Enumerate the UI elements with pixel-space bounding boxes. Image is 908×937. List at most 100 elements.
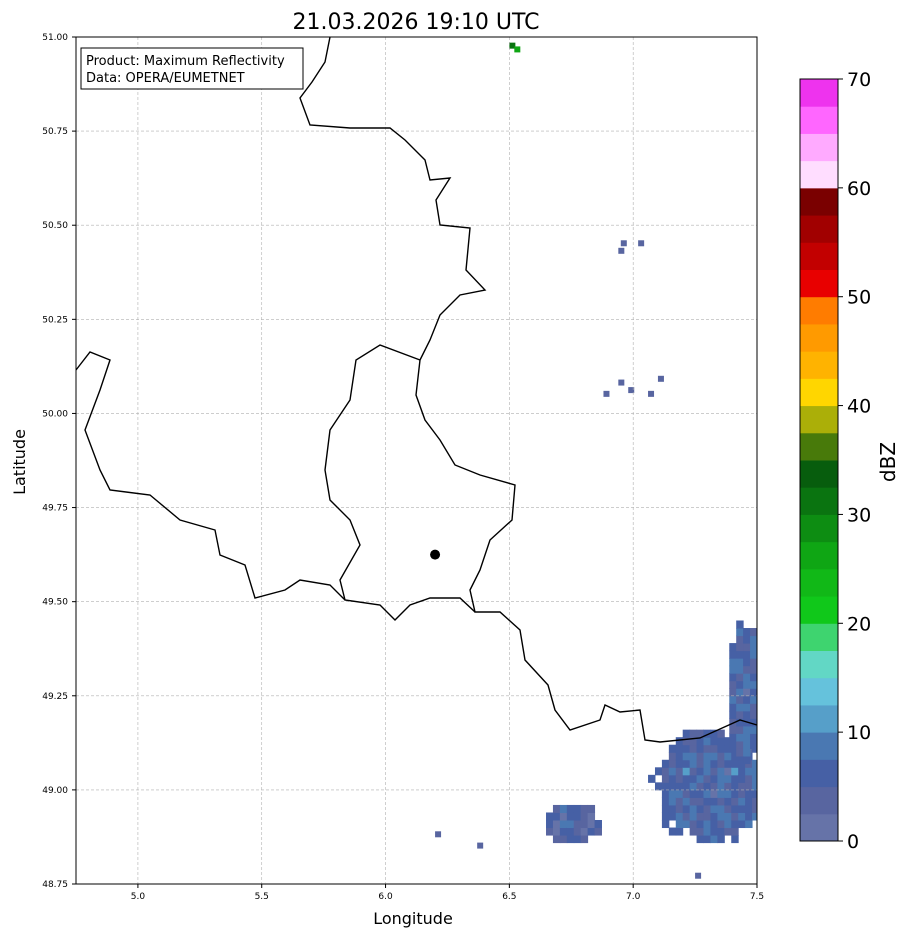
- echo-cell: [566, 812, 575, 821]
- echo-cell: [573, 835, 582, 844]
- echo-cell: [752, 759, 758, 768]
- echo-cell: [675, 804, 684, 813]
- echo-cell: [573, 812, 582, 821]
- echo-cell: [703, 767, 711, 776]
- echo-cell: [745, 789, 753, 798]
- echo-cell: [675, 752, 684, 761]
- echo-cell: [661, 767, 670, 776]
- echo-cell: [729, 695, 737, 704]
- echo-cell: [580, 827, 589, 836]
- echo-cell: [546, 820, 554, 829]
- echo-cell: [675, 782, 684, 791]
- echo-cell: [717, 744, 725, 753]
- colorbar-tick-label: 30: [847, 504, 871, 526]
- echo-cell: [729, 688, 737, 697]
- colorbar-tick-label: 60: [847, 178, 871, 200]
- echo-cell: [729, 718, 737, 727]
- echo-cell: [729, 665, 737, 674]
- echo-cell: [717, 804, 725, 813]
- echo-cell: [736, 688, 744, 697]
- colorbar-bin: [800, 242, 838, 270]
- echo-cell: [559, 820, 568, 829]
- echo-cell: [696, 804, 705, 813]
- x-axis-label: Longitude: [373, 909, 453, 928]
- echo-cell: [717, 797, 725, 806]
- colorbar-tick-label: 70: [847, 69, 871, 91]
- colorbar-bin: [800, 677, 838, 706]
- echo-cell: [750, 718, 758, 727]
- echo-cell: [731, 812, 739, 821]
- echo-cell: [661, 789, 670, 798]
- echo-cell: [695, 872, 702, 879]
- echo-cell: [717, 759, 725, 768]
- echo-cell: [750, 725, 758, 734]
- colorbar-tick-label: 20: [847, 613, 871, 635]
- echo-cell: [731, 820, 739, 829]
- echo-cell: [703, 827, 711, 836]
- echo-cell: [668, 782, 677, 791]
- echo-cell: [750, 695, 758, 704]
- colorbar-ticks: 0 10 20 30 40 50 60 70: [838, 69, 871, 853]
- x-tick-label: 5.0: [131, 892, 146, 902]
- echo-cell: [743, 710, 751, 719]
- echo-cell: [717, 820, 725, 829]
- echo-cell: [559, 827, 568, 836]
- echo-cell: [696, 752, 705, 761]
- echo-cell: [696, 835, 705, 844]
- echo-cell: [752, 804, 758, 813]
- colorbar-bin: [800, 378, 838, 407]
- echo-cell: [736, 695, 744, 704]
- echo-cell: [750, 710, 758, 719]
- echo-cell: [729, 703, 737, 712]
- echo-cell: [703, 820, 711, 829]
- echo-cell: [587, 820, 596, 829]
- echo-cell: [736, 643, 744, 652]
- colorbar-bin: [800, 296, 838, 325]
- echo-cell: [668, 752, 677, 761]
- echo-cell: [736, 658, 744, 667]
- echo-cell: [696, 812, 705, 821]
- location-marker: [430, 549, 441, 560]
- echo-cell: [546, 812, 554, 821]
- echo-cell: [752, 767, 758, 776]
- echo-cell: [552, 804, 561, 813]
- echo-cell: [689, 812, 698, 821]
- echo-cell: [696, 820, 705, 829]
- echo-cell: [661, 782, 670, 791]
- echo-cell: [745, 812, 753, 821]
- echo-cell: [717, 774, 725, 783]
- radar-echoes: [435, 42, 758, 879]
- echo-cell: [736, 718, 744, 727]
- echo-cell: [750, 673, 758, 682]
- echo-cell: [654, 767, 663, 776]
- echo-cell: [587, 804, 596, 813]
- echo-cell: [675, 767, 684, 776]
- echo-cell: [724, 789, 732, 798]
- echo-cell: [752, 797, 758, 806]
- echo-cell: [618, 379, 625, 386]
- echo-cell: [717, 752, 725, 761]
- colorbar-frame: [799, 78, 839, 842]
- echo-cell: [648, 774, 656, 783]
- border-belgium-france: [75, 351, 346, 601]
- echo-cell: [717, 789, 725, 798]
- echo-cell: [736, 665, 744, 674]
- echo-cell: [573, 804, 582, 813]
- echo-cell: [703, 812, 711, 821]
- echo-cell: [654, 782, 663, 791]
- y-tick-label: 48.75: [42, 880, 68, 890]
- map-title: 21.03.2026 19:10 UTC: [293, 10, 540, 35]
- x-tick-label: 5.5: [255, 892, 269, 902]
- colorbar-bin: [800, 704, 838, 733]
- echo-cell: [729, 740, 737, 749]
- colorbar-bin: [800, 568, 838, 597]
- echo-cell: [717, 767, 725, 776]
- echo-cell: [736, 620, 744, 629]
- echo-cell: [731, 835, 739, 844]
- echo-cell: [566, 835, 575, 844]
- echo-cell: [689, 820, 698, 829]
- echo-cell: [573, 820, 582, 829]
- echo-cell: [682, 804, 691, 813]
- echo-cell: [668, 789, 677, 798]
- echo-cell: [682, 752, 691, 761]
